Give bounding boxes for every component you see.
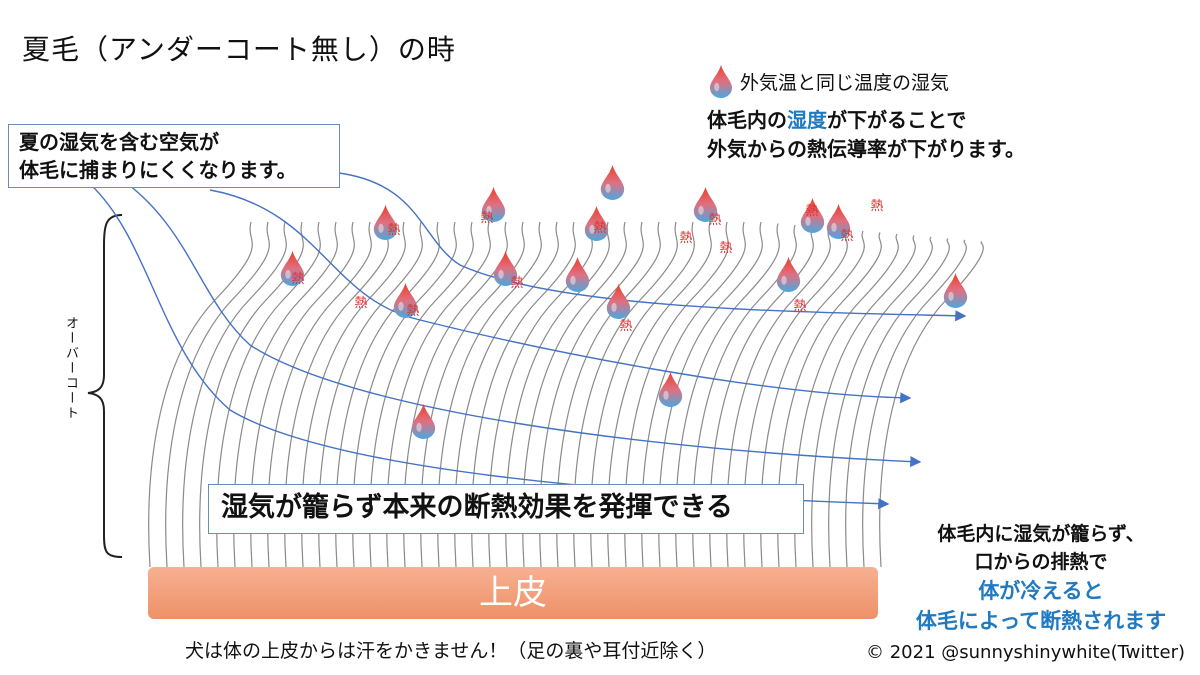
water-drop-icon bbox=[776, 256, 801, 292]
summer-air-note-box: 夏の湿気を含む空気が 体毛に捕まりにくくなります。 bbox=[8, 124, 340, 188]
airflow-arrow bbox=[124, 181, 922, 468]
heat-mark: 熱 bbox=[870, 199, 883, 214]
hair-strand bbox=[811, 235, 916, 568]
cooling-note-line3: 体が冷えると bbox=[978, 579, 1104, 603]
water-drop-icon bbox=[600, 164, 625, 200]
airflow-arrow bbox=[329, 171, 967, 322]
hair-strand bbox=[182, 221, 287, 568]
humidity-note-highlight: 湿度 bbox=[787, 108, 827, 132]
water-drop-icon bbox=[658, 371, 683, 407]
overcoat-label: オーバーコート bbox=[63, 316, 78, 421]
hair-strand bbox=[828, 236, 933, 568]
heat-mark: 熱 bbox=[354, 296, 367, 311]
water-drop-icon bbox=[943, 272, 968, 308]
heat-mark: 熱 bbox=[593, 221, 606, 236]
humidity-note: 体毛内の湿度が下がることで 外気からの熱伝導率が下がります。 bbox=[707, 106, 1025, 164]
heat-mark: 熱 bbox=[510, 276, 523, 291]
hair-strand bbox=[165, 221, 270, 568]
hair-strand bbox=[845, 238, 950, 568]
cooling-note-line1: 体毛内に湿気が籠らず、 bbox=[937, 523, 1145, 545]
hair-strand bbox=[879, 240, 984, 568]
copyright-credit: © 2021 @sunnyshinywhite(Twitter) bbox=[866, 642, 1185, 663]
skin-layer: 上皮 bbox=[148, 567, 878, 619]
cooling-note-line4: 体毛によって断熱されます bbox=[915, 609, 1167, 633]
airflow-arrow bbox=[89, 183, 890, 510]
heat-mark: 熱 bbox=[840, 229, 853, 244]
heat-mark: 熱 bbox=[387, 223, 400, 238]
humidity-note-post: が下がることで bbox=[827, 108, 967, 132]
water-drop-icon bbox=[708, 64, 734, 98]
hair-strand bbox=[862, 239, 967, 568]
summer-air-note-line2: 体毛に捕まりにくくなります。 bbox=[19, 158, 297, 182]
insulation-effect-box: 湿気が籠らず本来の断熱効果を発揮できる bbox=[208, 484, 804, 534]
humidity-note-pre: 体毛内の bbox=[707, 108, 787, 132]
water-drop-icon bbox=[606, 283, 631, 319]
heat-mark: 熱 bbox=[291, 272, 304, 287]
overcoat-bracket bbox=[87, 214, 123, 558]
heat-mark: 熱 bbox=[708, 213, 721, 228]
page-title: 夏毛（アンダーコート無し）の時 bbox=[22, 33, 456, 66]
heat-mark: 熱 bbox=[480, 211, 493, 226]
water-drop-icon bbox=[411, 403, 436, 439]
heat-mark: 熱 bbox=[679, 231, 692, 246]
heat-mark: 熱 bbox=[793, 299, 806, 314]
heat-mark: 熱 bbox=[406, 304, 419, 319]
hair-strand bbox=[794, 233, 899, 568]
humidity-note-line2: 外気からの熱伝導率が下がります。 bbox=[707, 137, 1025, 161]
heat-mark: 熱 bbox=[619, 319, 632, 334]
heat-mark: 熱 bbox=[805, 204, 818, 219]
hair-strand bbox=[199, 221, 304, 568]
legend-label: 外気温と同じ温度の湿気 bbox=[740, 71, 950, 94]
cooling-note-line2: 口からの排熱で bbox=[974, 551, 1108, 573]
cooling-note: 体毛内に湿気が籠らず、 口からの排熱で 体が冷えると 体毛によって断熱されます bbox=[882, 520, 1200, 636]
hair-strand bbox=[148, 221, 253, 568]
legend: 外気温と同じ温度の湿気 bbox=[708, 64, 949, 98]
airflow-arrow bbox=[209, 189, 912, 404]
sweat-note: 犬は体の上皮からは汗をかきません！（足の裏や耳付近除く） bbox=[185, 640, 717, 662]
heat-mark: 熱 bbox=[719, 241, 732, 256]
summer-air-note-line1: 夏の湿気を含む空気が bbox=[19, 130, 219, 154]
